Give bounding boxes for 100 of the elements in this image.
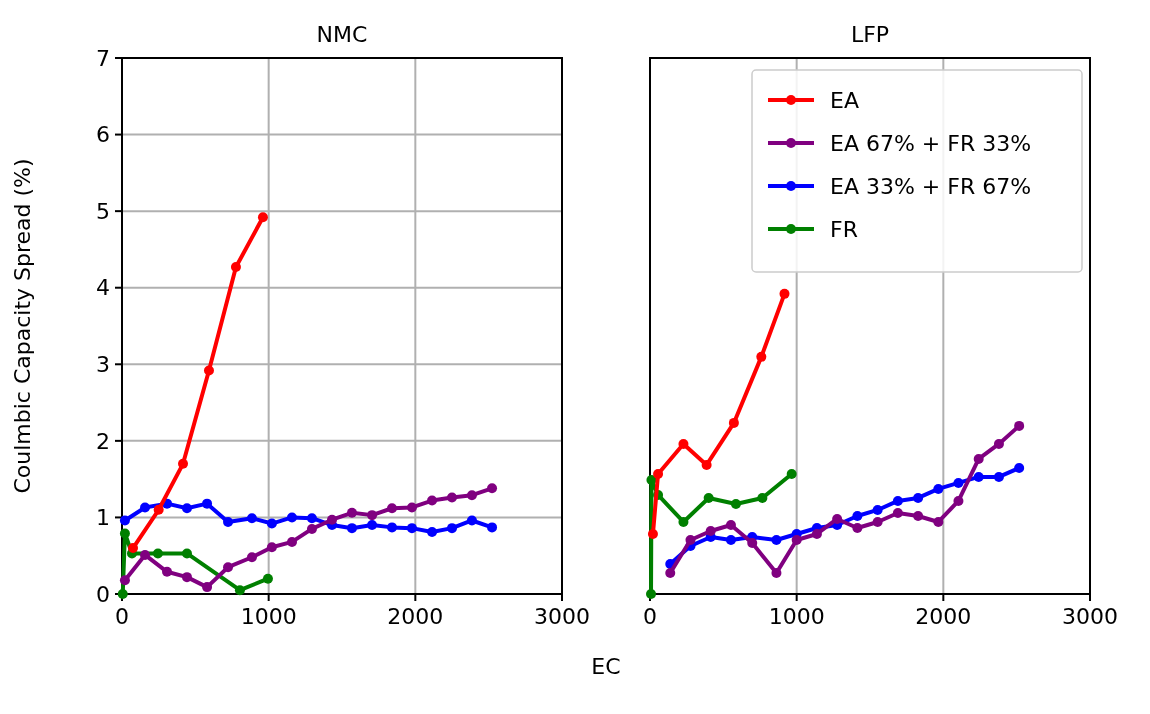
point [892,507,903,518]
point [140,502,151,513]
point [953,495,964,506]
point [202,582,213,593]
point [230,262,241,273]
point [178,458,189,469]
legend-label: EA 67% + FR 33% [830,130,1032,156]
point [832,513,843,524]
point [223,517,234,528]
point [119,515,130,526]
point [703,492,714,503]
point [202,498,213,509]
point [119,575,130,586]
point [771,534,782,545]
point [406,523,417,534]
x-tick-label: 1000 [240,604,297,629]
point [266,542,277,553]
chart-title: LFP [850,22,890,47]
chart-title: NMC [316,22,368,47]
point [153,504,164,515]
point [1014,420,1025,431]
point [892,495,903,506]
point [757,492,768,503]
point [705,525,716,536]
point [993,438,1004,449]
point [181,548,192,559]
y-axis-title: Coulmbic Capacity Spread (%) [10,158,35,494]
point [286,512,297,523]
point [447,492,457,503]
x-tick-label: 2000 [387,604,444,629]
point [771,567,782,578]
point [811,528,822,539]
y-tick-label: 6 [96,122,110,148]
point [665,567,676,578]
point [181,572,192,583]
point [466,515,477,526]
point [913,492,924,503]
point [117,589,128,599]
point [725,519,736,530]
point [387,503,398,514]
x-tick-label: 3000 [1062,604,1118,629]
point [791,534,802,545]
point [406,502,417,513]
x-tick-label: 2000 [915,604,972,629]
point [728,417,739,428]
point [427,495,438,506]
point [647,528,658,539]
point [933,516,944,527]
legend-label: EA [830,87,859,113]
point [786,468,797,479]
point [872,516,883,527]
point [246,513,257,524]
x-tick-label: 3000 [534,604,590,629]
point [306,523,317,534]
x-axis-title: EC [591,654,621,679]
legend-label: EA 33% + FR 67% [830,173,1032,199]
point [447,523,457,534]
point [257,212,268,223]
point [367,520,378,531]
point [327,514,338,525]
point [128,543,138,554]
y-tick-label: 3 [96,351,110,377]
point [266,518,277,529]
y-tick-label: 0 [96,581,110,607]
x-tick-label: 0 [643,604,657,629]
point [973,453,984,464]
point [646,474,657,485]
point [1014,462,1025,473]
point [852,510,863,521]
y-tick-label: 4 [96,275,110,301]
point [286,536,297,547]
point [234,585,245,596]
point [246,552,257,563]
point [747,537,758,548]
point [646,589,657,599]
point [427,526,438,537]
point [678,438,689,449]
point [181,503,192,514]
x-tick-label: 0 [115,604,129,629]
point [466,490,477,501]
point [756,351,767,362]
x-tick-label: 1000 [768,604,825,629]
point [487,522,498,533]
point [725,534,736,545]
point [367,510,378,521]
point [346,523,357,534]
point [306,513,317,524]
point [653,468,664,479]
point [119,528,130,539]
y-tick-label: 5 [96,198,110,224]
point [701,459,712,470]
point [730,498,741,509]
point [203,365,214,376]
point [223,562,234,573]
point [162,566,173,577]
point [152,548,163,559]
point [913,510,924,521]
point [685,534,696,545]
point [933,483,944,494]
point [953,477,964,488]
